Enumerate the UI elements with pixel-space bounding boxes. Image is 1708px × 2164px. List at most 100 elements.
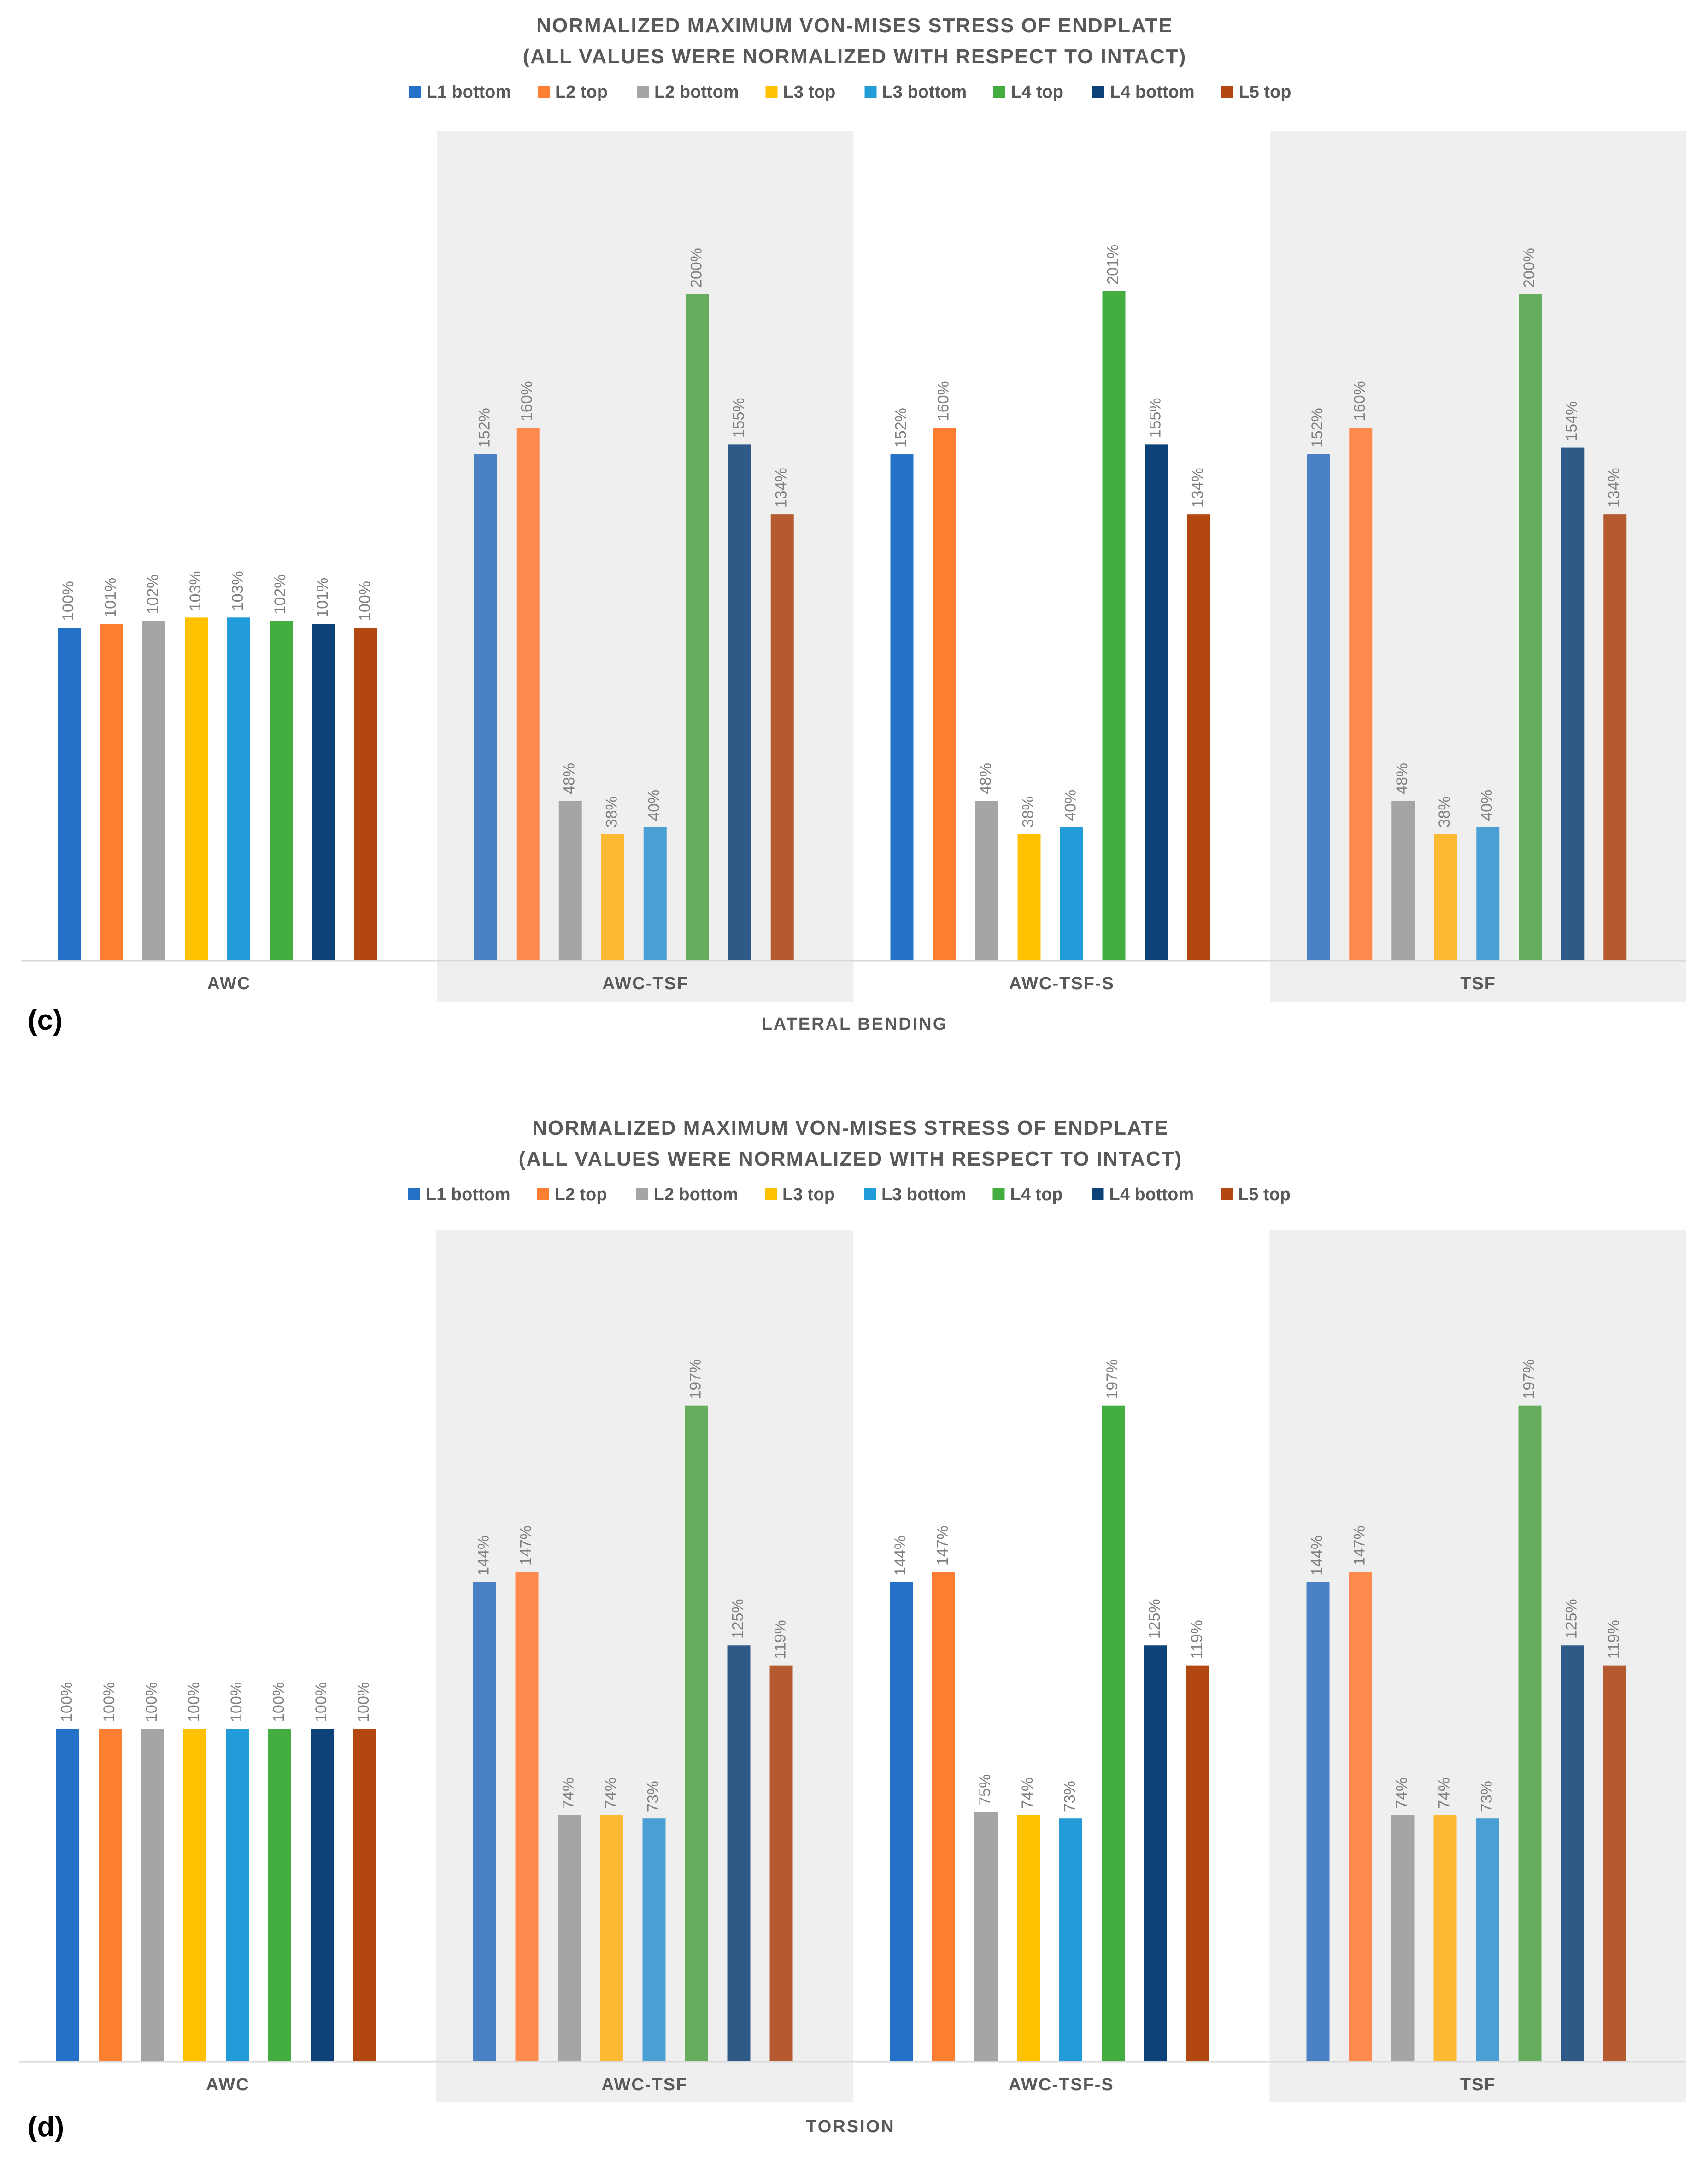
panel-c-bar — [270, 621, 293, 961]
panel-d-bar — [1349, 1572, 1372, 2062]
panel-d-legend-swatch — [408, 1188, 420, 1200]
panel-d-data-label: 74% — [1435, 1777, 1453, 1809]
panel-d-category-labels: AWC AWC-TSF AWC-TSF-S TSF — [206, 2075, 1495, 2094]
panel-c-legend-label: L4 bottom — [1110, 82, 1195, 102]
panel-c-legend-label: L2 top — [555, 82, 608, 102]
panel-d-bar — [1186, 1665, 1209, 2062]
panel-d-legend-label: L5 top — [1238, 1185, 1291, 1204]
panel-d-data-label: 144% — [892, 1536, 909, 1576]
panel-d-bar — [600, 1815, 623, 2062]
panel-d-bar — [642, 1818, 666, 2062]
panel-c-bar — [354, 628, 377, 961]
panel-c-legend-swatch — [993, 86, 1005, 98]
panel-d-bar — [268, 1729, 291, 2062]
panel-c-data-label: 134% — [1189, 468, 1206, 508]
panel-c-data-label: 101% — [102, 578, 119, 618]
panel-c-data-label: 201% — [1104, 245, 1121, 285]
panel-d-data-label: 74% — [1019, 1777, 1036, 1809]
panel-d-legend-swatch — [864, 1188, 876, 1200]
panel-d-data-label: 197% — [687, 1359, 704, 1399]
panel-d-data-label: 125% — [1562, 1599, 1580, 1639]
panel-c-data-label: 102% — [271, 575, 289, 615]
panel-d-data-label: 147% — [517, 1525, 534, 1566]
panel-c-title-line-2: (ALL VALUES WERE NORMALIZED WITH RESPECT… — [523, 45, 1187, 68]
panel-c-bar — [1603, 514, 1627, 961]
panel-d-data-label: 73% — [1478, 1781, 1495, 1812]
panel-c-data-label: 100% — [356, 581, 374, 621]
panel-d-data-label: 74% — [1393, 1777, 1410, 1809]
panel-c-data-label: 155% — [730, 398, 748, 438]
panel-c-bar — [516, 428, 540, 961]
panel-d-legend-label: L2 bottom — [654, 1185, 739, 1204]
panel-d-letter: (d) — [28, 2111, 64, 2143]
panel-d-bar — [141, 1729, 164, 2062]
panel-d-legend-label: L1 bottom — [426, 1185, 511, 1204]
panel-c-data-label: 134% — [1605, 468, 1623, 508]
panel-c-bar — [1102, 291, 1126, 961]
panel-c-bar — [686, 294, 709, 961]
panel-c-legend: L1 bottom L2 top L2 bottom L3 top L3 bottom L… — [409, 82, 1291, 102]
panel-d-legend-label: L3 top — [782, 1185, 835, 1204]
panel-c-bar — [312, 624, 335, 961]
panel-c-data-label: 101% — [314, 578, 331, 618]
panel-d-category-label: AWC — [206, 2075, 250, 2094]
panel-c-data-label: 152% — [476, 408, 493, 448]
panel-c-bar — [1561, 447, 1585, 961]
panel-d-category-label: AWC-TSF — [601, 2075, 687, 2094]
panel-d-title-line-2: (ALL VALUES WERE NORMALIZED WITH RESPECT… — [519, 1148, 1183, 1170]
panel-d-legend-label: L3 bottom — [881, 1185, 966, 1204]
panel-d-bar — [1102, 1405, 1125, 2062]
panel-d-data-label: 75% — [976, 1774, 994, 1806]
panel-c-legend-swatch — [637, 86, 649, 98]
panel-d-bar — [56, 1729, 79, 2062]
panel-d-legend-label: L4 bottom — [1109, 1185, 1194, 1204]
panel-d-data-label: 73% — [1061, 1781, 1079, 1812]
panel-d-legend: L1 bottom L2 top L2 bottom L3 top L3 bottom L… — [408, 1185, 1291, 1204]
panel-d-bar — [1059, 1818, 1082, 2062]
panel-c-legend-swatch — [538, 86, 550, 98]
panel-d-data-label: 100% — [185, 1682, 203, 1722]
panel-c-bar — [975, 800, 998, 961]
panel-d-bar — [890, 1582, 913, 2062]
panel-c-data-label: 160% — [934, 381, 952, 421]
panel-d-data-label: 119% — [1188, 1620, 1206, 1659]
panel-d-data-label: 100% — [228, 1682, 245, 1722]
panel-d-legend-swatch — [1092, 1188, 1104, 1200]
panel-c-legend-swatch — [1221, 86, 1233, 98]
panel-c-x-axis-title: LATERAL BENDING — [762, 1015, 948, 1034]
panel-d-title-line-1: NORMALIZED MAXIMUM VON-MISES STRESS OF E… — [532, 1117, 1168, 1139]
panel-d-bar — [1603, 1665, 1626, 2062]
panel-d-data-label: 119% — [771, 1620, 789, 1659]
panel-c-bar — [474, 454, 497, 961]
panel-c-data-label: 48% — [1393, 763, 1411, 794]
panel-d-data-labels: 100% 100% 100% 100% 100% 100% 100% 100% 144% 147%… — [58, 1359, 1623, 1812]
panel-d-bar — [974, 1812, 998, 2062]
panel-c-data-label: 152% — [1309, 408, 1326, 448]
panel-d-data-label: 73% — [644, 1781, 662, 1812]
panel-d-bar — [1561, 1645, 1584, 2062]
panel-d-bar — [1144, 1645, 1167, 2062]
panel-c-legend-label: L4 top — [1011, 82, 1063, 102]
panel-c-bar — [601, 834, 624, 961]
panel-c-category-label: AWC-TSF-S — [1009, 974, 1115, 993]
panel-d-legend-swatch — [1221, 1188, 1233, 1200]
panel-d-data-label: 147% — [934, 1525, 951, 1566]
panel-c-data-label: 200% — [1520, 248, 1538, 288]
panel-c-bar — [1017, 834, 1041, 961]
panel-c-data-label: 103% — [229, 571, 247, 611]
panel-c-bar — [643, 827, 667, 961]
panel-c-legend-label: L3 bottom — [882, 82, 967, 102]
panel-c-bar — [100, 624, 123, 961]
panel-d-bar — [311, 1729, 334, 2062]
panel-c-data-label: 38% — [1436, 796, 1453, 827]
panel-c-category-label: AWC — [207, 974, 251, 993]
panel-c-title-line-1: NORMALIZED MAXIMUM VON-MISES STRESS OF E… — [536, 14, 1173, 37]
panel-c-data-label: 38% — [603, 796, 621, 827]
panel-c-data-label: 103% — [187, 571, 204, 611]
panel-c-legend-swatch — [409, 86, 421, 98]
panel-c-category-label: TSF — [1460, 974, 1496, 993]
panel-d-bar — [1476, 1818, 1499, 2062]
panel-d-x-axis-title: TORSION — [806, 2117, 895, 2136]
